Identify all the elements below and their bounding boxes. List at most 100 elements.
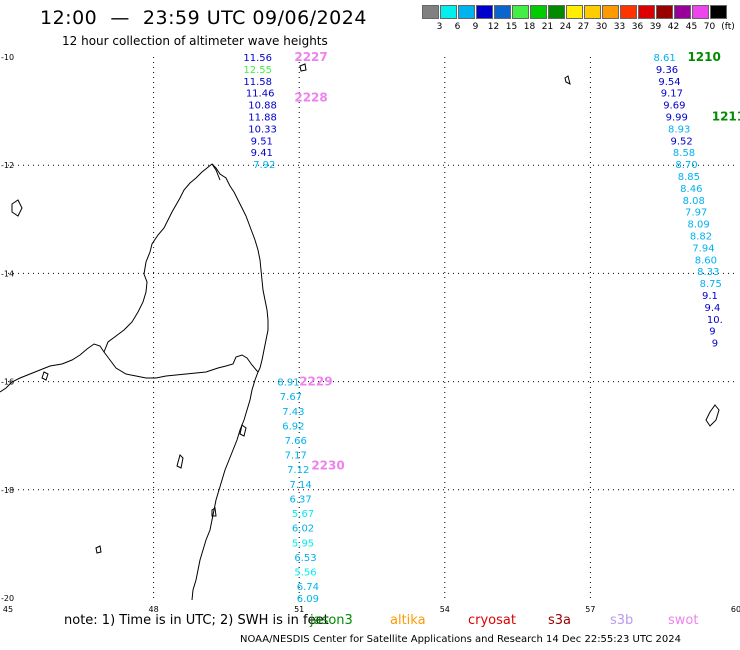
wave-height-observations: 11.5612.5511.5811.4610.8811.8810.339.519… [243,53,722,605]
wave-height-value: 7.66 [285,436,307,447]
wave-height-value: 6.53 [294,553,316,564]
note-text: note: 1) Time is in UTC; 2) SWH is in fe… [64,613,329,628]
scale-label: 21 [541,22,554,32]
lat-tick-label: -12 [1,161,14,170]
scale-swatch [476,5,493,19]
legend-s3b: s3b [610,613,634,628]
legend-cryosat: cryosat [468,613,516,628]
small-island-6 [95,545,102,554]
wave-height-value: 8.93 [668,124,690,135]
wave-height-value: 9.69 [663,101,685,112]
wave-height-value: 9.52 [670,136,692,147]
legend-jason3: jason3 [310,613,353,628]
scale-swatch [710,5,727,19]
scale-swatch [422,5,439,19]
lat-tick-label: -20 [1,594,14,603]
scale-label: 70 [703,22,716,32]
lat-tick-label: -16 [1,378,14,387]
wave-height-value: 8.91 [277,378,299,389]
wave-height-value: 8.61 [653,53,675,64]
pass-time-label: 1211 [712,110,740,124]
small-island-3 [564,75,571,85]
wave-height-value: 5.95 [292,538,314,549]
madagascar-coastline-west [103,163,269,373]
pass-time-label: 2229 [299,375,332,389]
wave-height-value: 9.1 [702,291,718,302]
lat-lon-grid [8,57,736,598]
scale-label: 45 [685,22,698,32]
wave-height-value: 7.12 [287,465,309,476]
wave-height-value: 8.85 [678,172,700,183]
wave-height-value: 11.46 [246,89,275,100]
lon-tick-label: 60 [731,605,740,614]
scale-label: 42 [667,22,680,32]
legend-swot: swot [668,613,699,628]
wave-height-value: 9.36 [656,65,678,76]
wave-height-value: 6.74 [297,582,319,593]
footer-note: note: 1) Time is in UTC; 2) SWH is in fe… [64,613,329,628]
scale-swatch [602,5,619,19]
wave-height-value: 7.97 [685,208,707,219]
wave-height-value: 9 [712,339,718,350]
wave-height-value: 9.41 [251,148,273,159]
small-island-4 [705,404,720,427]
scale-swatch [584,5,601,19]
small-island-1 [11,199,23,217]
lon-tick-label: 48 [149,605,159,614]
madagascar-east-coast [211,163,221,181]
wave-height-value: 7.67 [280,392,302,403]
wave-height-value: 7.43 [282,407,304,418]
small-island-2 [299,63,307,72]
wave-height-value: 9.54 [658,77,680,88]
wave-height-value: 10.33 [248,124,277,135]
wave-height-value: 6.02 [292,524,314,535]
wave-height-value: 8.09 [687,220,709,231]
wave-height-value: 7.14 [289,480,311,491]
wave-height-value: 8.82 [690,232,712,243]
pass-time-label: 2230 [311,458,344,472]
wave-height-value: 7.92 [253,160,275,171]
scale-label: 12 [487,22,500,32]
wave-height-value: 8.33 [697,267,719,278]
scale-swatch [458,5,475,19]
footer-credit: NOAA/NESDIS Center for Satellite Applica… [240,634,682,645]
scale-swatch [566,5,583,19]
scale-label: 18 [523,22,536,32]
wave-height-value: 9 [709,327,715,338]
scale-label: 3 [436,22,443,32]
wave-height-value: 6.09 [297,594,319,605]
legend-altika: altika [390,613,426,628]
pass-labels: 2227 2228 2229 2230 1210 1211 [294,50,740,472]
scale-swatch [548,5,565,19]
lon-tick-label: 54 [440,605,450,614]
wave-height-value: 8.46 [680,184,702,195]
wave-height-value: 11.56 [243,53,272,64]
pass-time-label: 2228 [294,91,327,105]
scale-label: 9 [472,22,479,32]
wave-height-value: 11.88 [248,113,277,124]
wave-height-value: 9.4 [704,303,720,314]
scale-label: 39 [649,22,662,32]
map-title: 12:00 — 23:59 UTC 09/06/2024 [40,7,367,29]
scale-unit-label: (ft) [721,22,735,32]
wave-height-value: 7.94 [692,243,714,254]
wave-height-value: 12.55 [243,65,272,76]
wave-height-value: 8.75 [700,279,722,290]
small-island-9 [239,424,247,437]
madagascar-coastline [0,343,259,601]
scale-label: 6 [454,22,461,32]
lon-tick-label: 51 [294,605,304,614]
scale-label: 33 [613,22,626,32]
scale-swatch [530,5,547,19]
scale-swatch [440,5,457,19]
lon-tick-label: 57 [585,605,595,614]
small-island-8 [41,371,49,381]
wave-height-value: 8.58 [673,148,695,159]
small-island-7 [211,507,217,517]
scale-swatch [512,5,529,19]
lat-tick-label: -18 [1,486,14,495]
wave-height-value: 7.17 [285,451,307,462]
scale-label: 15 [505,22,518,32]
scale-label: 30 [595,22,608,32]
scale-swatch [638,5,655,19]
